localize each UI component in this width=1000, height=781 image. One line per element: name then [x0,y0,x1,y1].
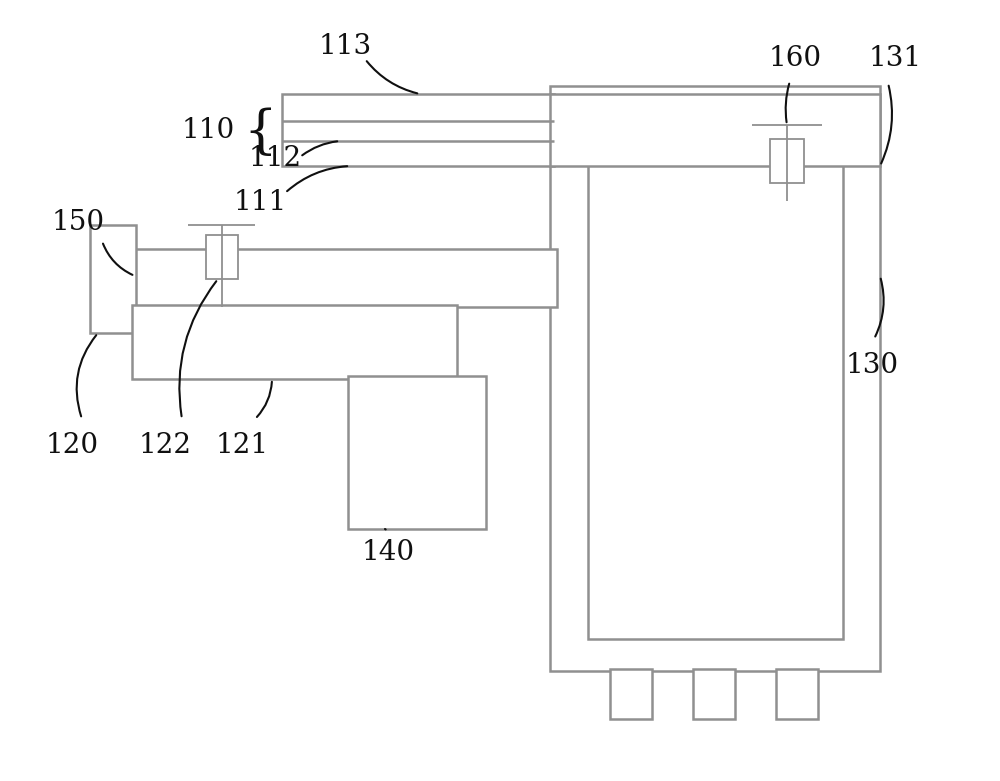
Bar [90,225,136,333]
Bar [550,86,880,671]
Bar [132,249,557,307]
Text: 120: 120 [45,433,99,459]
Text: {: { [243,108,277,159]
Text: 131: 131 [868,45,922,73]
Bar [693,669,735,719]
Bar [776,669,818,719]
Bar [348,376,486,529]
Text: 121: 121 [215,433,269,459]
Bar [610,669,652,719]
Bar [770,139,804,183]
Text: 113: 113 [318,33,372,59]
Text: 111: 111 [233,190,287,216]
Bar [550,94,880,166]
Text: 160: 160 [768,45,822,73]
Text: 130: 130 [845,352,899,380]
Text: 122: 122 [138,433,192,459]
Text: 110: 110 [181,117,235,144]
Text: 150: 150 [51,209,105,237]
Bar [588,151,843,639]
Text: 112: 112 [248,145,302,173]
Text: 140: 140 [361,540,415,566]
Bar [132,305,457,379]
Bar [282,94,554,166]
Bar [206,235,238,279]
